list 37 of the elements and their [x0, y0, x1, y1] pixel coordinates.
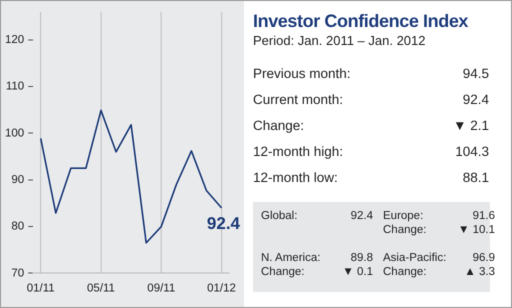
text: 104.3 [455, 144, 489, 158]
x-tick-label: 05/11 [87, 282, 115, 294]
x-tick-label: 01/12 [207, 282, 236, 294]
text: Change: [383, 266, 426, 280]
text: N. America: [261, 252, 320, 266]
text: Current month: [253, 92, 344, 106]
x-tick-label: 01/11 [26, 282, 55, 294]
y-tick-label: 70 [11, 267, 24, 280]
text: Change: [253, 118, 304, 132]
text: Change: [383, 224, 426, 238]
text: Previous month: [253, 66, 351, 80]
x-tick-label: 09/11 [147, 282, 176, 294]
text: 96.9 [472, 252, 495, 266]
text: 12-month high: [253, 144, 344, 158]
text: Investor Confidence Index [253, 11, 470, 32]
text: 91.6 [472, 210, 495, 224]
text: ▼ 2.1 [453, 118, 489, 132]
text: Europe: [383, 210, 424, 224]
text: ▼ 10.1 [458, 224, 495, 238]
text: 92.4 [462, 92, 489, 106]
y-tick-label: 100 [5, 127, 24, 140]
text: 89.8 [350, 252, 373, 266]
annotation: 92.4 [206, 214, 241, 234]
text: 94.5 [462, 66, 489, 80]
y-tick-label: 120 [5, 34, 24, 46]
text: 88.1 [462, 170, 489, 184]
y-tick-label: 110 [6, 80, 24, 93]
text: ▼ 0.1 [342, 266, 373, 280]
text: Period: Jan. 2011 – Jan. 2012 [253, 33, 426, 48]
y-tick-label: 80 [11, 220, 24, 233]
text: 92.4 [350, 210, 373, 224]
text: 12-month low: [253, 170, 338, 184]
text: Global: [261, 210, 298, 224]
y-tick-label: 90 [11, 174, 24, 186]
text: ▲ 3.3 [464, 266, 495, 280]
text: Asia-Pacific: [383, 252, 446, 266]
text: Change: [261, 266, 304, 280]
